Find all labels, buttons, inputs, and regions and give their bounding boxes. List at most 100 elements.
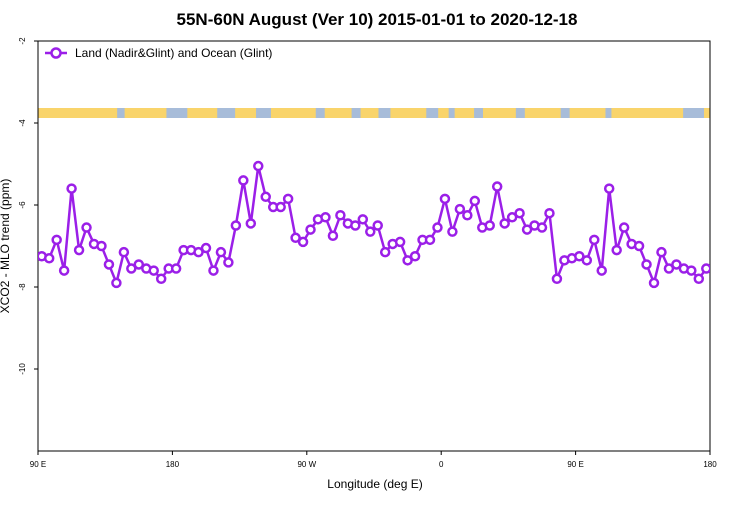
x-axis: 90 E 180 90 W 0 90 E 180 — [30, 451, 717, 469]
data-point — [372, 220, 383, 231]
data-point — [126, 263, 137, 274]
map-strip-land — [38, 108, 118, 118]
data-point — [96, 240, 107, 252]
map-strip-land — [524, 108, 561, 118]
data-point — [536, 222, 548, 233]
map-strip-land — [569, 108, 606, 118]
data-point — [297, 236, 309, 248]
y-tick-label: -2 — [18, 37, 27, 45]
data-point — [357, 214, 369, 225]
data-point — [447, 226, 458, 237]
chart-title: 55N-60N August (Ver 10) 2015-01-01 to 20… — [177, 10, 578, 29]
data-point — [469, 195, 481, 207]
data-point — [701, 263, 710, 274]
data-point — [51, 234, 62, 246]
data-point — [544, 207, 555, 219]
data-point — [193, 246, 204, 258]
x-tick-label: 0 — [439, 460, 444, 469]
data-point — [491, 181, 503, 192]
data-point — [350, 220, 361, 231]
map-strip-land — [324, 108, 352, 118]
map-strip-land — [390, 108, 427, 118]
data-point — [394, 236, 406, 248]
data-point — [686, 265, 697, 276]
series-layer — [38, 160, 710, 289]
data-point — [66, 183, 77, 194]
data-point — [693, 273, 705, 285]
map-strip-land — [187, 108, 218, 118]
x-tick-label: 180 — [703, 460, 717, 469]
map-strip-land — [704, 108, 710, 118]
data-point — [230, 220, 242, 231]
data-point — [290, 232, 301, 244]
map-strip-land — [124, 108, 167, 118]
data-point — [282, 193, 294, 205]
data-point — [462, 210, 473, 221]
y-axis-label: XCO2 - MLO trend (ppm) — [0, 179, 12, 314]
x-axis-label: Longitude (deg E) — [327, 477, 422, 491]
data-point — [148, 265, 159, 276]
data-point — [200, 242, 212, 254]
data-point — [454, 203, 466, 215]
data-point — [641, 259, 652, 270]
data-point — [618, 222, 630, 233]
data-point — [663, 263, 675, 274]
data-point — [73, 244, 85, 256]
data-point — [81, 222, 92, 233]
data-point — [439, 193, 451, 205]
data-point — [596, 265, 607, 276]
map-strip-land — [611, 108, 684, 118]
data-point — [611, 244, 622, 256]
data-point — [656, 246, 667, 258]
data-point — [484, 220, 495, 231]
map-strip-land — [454, 108, 475, 118]
data-point — [589, 234, 600, 246]
x-tick-label: 90 W — [297, 460, 316, 469]
map-strip-land — [438, 108, 449, 118]
legend-label: Land (Nadir&Glint) and Ocean (Glint) — [75, 46, 272, 60]
data-point — [514, 207, 525, 219]
x-tick-label: 180 — [166, 460, 180, 469]
y-axis: -2 -4 -6 -8 -10 — [18, 37, 38, 375]
data-point — [633, 240, 645, 252]
data-point — [603, 183, 615, 194]
x-tick-label: 90 E — [567, 460, 583, 469]
data-point — [365, 226, 376, 237]
data-point — [260, 191, 271, 203]
data-point — [58, 265, 70, 276]
data-point — [551, 273, 563, 285]
data-point — [118, 246, 130, 258]
data-point — [671, 259, 682, 270]
data-point — [424, 234, 436, 246]
data-point — [506, 212, 518, 223]
data-point — [499, 218, 510, 229]
data-point — [327, 230, 339, 241]
data-point — [238, 175, 249, 186]
map-strip-land — [360, 108, 379, 118]
data-point — [103, 259, 115, 270]
map-strip-land — [483, 108, 516, 118]
map-strip-land — [270, 108, 316, 118]
data-point — [320, 212, 331, 223]
data-point — [648, 277, 660, 289]
data-point — [111, 277, 122, 289]
data-point — [155, 273, 167, 285]
legend-marker — [50, 47, 62, 59]
map-strip — [38, 108, 710, 118]
data-point — [305, 224, 316, 235]
data-point — [43, 253, 55, 264]
data-point — [581, 255, 593, 266]
data-point — [170, 263, 182, 274]
data-point — [223, 257, 234, 268]
data-point — [245, 218, 257, 229]
map-strip-land — [235, 108, 257, 118]
plot-frame — [37, 40, 711, 452]
y-tick-label: -6 — [18, 201, 27, 209]
data-point — [275, 201, 286, 213]
data-point — [402, 255, 413, 266]
data-point — [215, 246, 227, 258]
data-point — [521, 224, 533, 235]
y-tick-label: -8 — [18, 283, 27, 291]
